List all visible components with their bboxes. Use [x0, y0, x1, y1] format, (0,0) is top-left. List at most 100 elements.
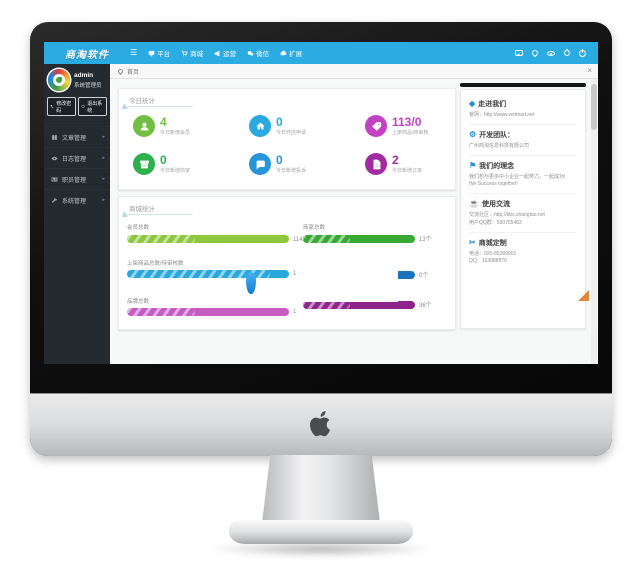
desktop-icon	[148, 50, 155, 56]
stat-label: 今日新增投诉	[276, 168, 307, 174]
topbar-right-icons	[515, 48, 598, 58]
bar-value: 1	[293, 309, 297, 315]
sidebar-item-label: 职员管理	[62, 177, 87, 184]
tab-extension-label: 扩展	[289, 51, 303, 58]
section-line: We Success together!	[469, 181, 518, 188]
scrollbar-track[interactable]	[591, 79, 597, 364]
stat-label: 上架商品/待审核	[392, 130, 429, 136]
sidebar-item-logs[interactable]: 日志管理	[44, 147, 110, 168]
wechat-icon	[247, 50, 254, 56]
avatar	[48, 69, 70, 91]
stat-label: 今日开店申请	[276, 130, 307, 136]
close-icon[interactable]: ×	[587, 66, 592, 75]
hamburger-icon[interactable]: ☰	[130, 48, 138, 57]
render-glitch-drop	[246, 272, 256, 294]
bar-obscured: 36个	[303, 297, 432, 309]
bar-label: 会员总数	[127, 225, 150, 231]
bar-label: 商家总数	[303, 225, 326, 231]
power-icon[interactable]	[579, 48, 586, 57]
title-underline	[127, 106, 193, 107]
tab-platform-label: 平台	[157, 51, 171, 58]
sidebar-item-label: 日志管理	[62, 156, 87, 163]
sidebar: admin 系统管理员 修改密码 退出系统	[44, 64, 110, 364]
progress-bar	[127, 234, 289, 243]
panel-section-team: 开发团队： 广州商淘信息科技有限公司	[469, 123, 577, 155]
stat-value: 0	[160, 153, 167, 167]
monitor-chin	[30, 393, 612, 456]
monitor-stand-neck	[262, 455, 380, 523]
panel-section-philosophy: 我们的理念 我们想与更多中小企业一起努力，一起成功! We Success to…	[469, 154, 577, 194]
preview-icon[interactable]	[547, 50, 555, 56]
tab-extension[interactable]: 扩展	[280, 48, 302, 58]
username: admin	[74, 72, 94, 80]
section-line[interactable]: 交流社区：http://bbs.shangtao.net	[469, 212, 545, 218]
tab-platform[interactable]: 平台	[148, 48, 170, 58]
tab-mall[interactable]: 商城	[181, 48, 203, 58]
section-line: QQ：163088870	[469, 258, 507, 265]
home-icon	[249, 115, 271, 137]
chevron-right-icon	[102, 197, 105, 203]
breadcrumb-home[interactable]: 首页	[127, 69, 140, 76]
app-logo: 商淘软件	[65, 49, 109, 61]
screen-content: 商淘软件 ☰ 平台 商城 运营	[44, 42, 598, 364]
section-line[interactable]: 官网：http://www.wstmart.net	[469, 112, 535, 118]
tools-icon	[469, 239, 476, 247]
sidebar-item-articles[interactable]: 文章管理	[44, 126, 110, 147]
sidebar-item-label: 文章管理	[62, 135, 87, 142]
section-title: 我们的理念	[479, 162, 515, 170]
chevron-right-icon	[102, 155, 105, 161]
shop-icon	[133, 153, 155, 175]
eye-icon	[51, 156, 58, 160]
chevron-right-icon	[102, 134, 105, 140]
bar-value: 36个	[419, 303, 432, 309]
megaphone-icon	[214, 50, 220, 56]
stat-value: 113/0	[392, 115, 422, 129]
tab-operation[interactable]: 运营	[214, 48, 236, 58]
coffee-icon	[469, 200, 479, 208]
stat-value: 0	[276, 153, 283, 167]
book-icon	[52, 134, 57, 140]
bar-value: 13个	[419, 237, 432, 243]
clean-cache-icon[interactable]	[562, 48, 572, 58]
sidebar-item-system[interactable]: 系统管理	[44, 189, 110, 210]
stat-new-orders: 2 今日新增订单	[365, 153, 422, 175]
progress-bar	[303, 234, 415, 243]
progress-bar	[127, 308, 289, 316]
panel-section-about: 走进我们 官网：http://www.wstmart.net	[469, 94, 577, 124]
sidebar-item-label: 系统管理	[62, 198, 87, 205]
section-line: 广州商淘信息科技有限公司	[469, 142, 530, 149]
box-icon	[469, 100, 475, 108]
sidebar-buttons: 修改密码 退出系统	[44, 95, 110, 122]
progress-bar	[127, 270, 289, 278]
stat-new-members: 4 今日新增会员	[133, 115, 190, 137]
stat-new-shops: 0 今日新增商家	[133, 153, 190, 175]
section-title: 开发团队：	[479, 131, 515, 139]
info-panel: 走进我们 官网：http://www.wstmart.net 开发团队： 广州商…	[460, 89, 586, 329]
render-glitch-overlay	[296, 256, 398, 302]
cart-icon	[182, 50, 188, 56]
stat-shop-applications: 0 今日开店申请	[249, 115, 306, 137]
bar-label: 品牌总数	[127, 299, 150, 305]
stat-label: 今日新增订单	[392, 168, 423, 174]
bar-total-shops: 商家总数 13个	[303, 223, 432, 243]
monitor-stand-base	[229, 520, 413, 544]
flag-icon	[469, 162, 476, 170]
bar-total-brands: 品牌总数 1	[127, 297, 296, 316]
chevron-right-icon	[102, 176, 105, 182]
message-icon[interactable]	[515, 50, 523, 56]
progress-bar	[303, 300, 415, 309]
sidebar-item-staff[interactable]: 职员管理	[44, 168, 110, 189]
card-title: 商城统计	[129, 206, 155, 213]
change-password-button[interactable]: 修改密码	[47, 97, 76, 116]
scrollbar-thumb[interactable]	[591, 84, 597, 130]
top-menu: ☰ 平台 商城 运营 微信	[130, 48, 302, 59]
logout-button[interactable]: 退出系统	[78, 97, 107, 116]
location-icon[interactable]	[530, 48, 540, 58]
bar-total-members: 会员总数 1148个	[127, 223, 312, 243]
top-navbar: 商淘软件 ☰ 平台 商城 运营	[44, 42, 598, 64]
tab-wechat[interactable]: 微信	[247, 48, 269, 58]
cloud-icon	[280, 50, 287, 55]
stand-shadow	[205, 541, 437, 557]
power-off-icon	[81, 104, 85, 108]
gear-icon	[469, 131, 476, 139]
